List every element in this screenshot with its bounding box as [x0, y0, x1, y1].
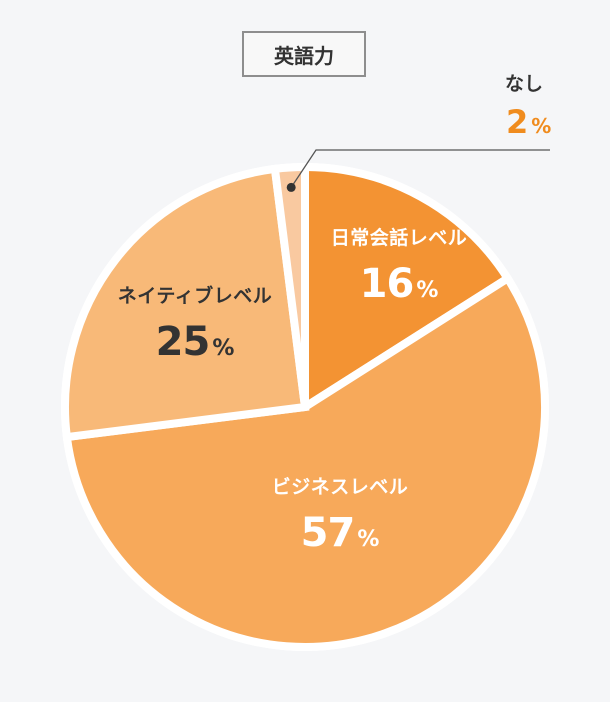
slice-name-native: ネイティブレベル — [117, 285, 273, 307]
slice-label-daily-conversation: 日常会話レベル 16% — [314, 227, 484, 305]
slice-value-number: 25 — [155, 319, 211, 365]
slice-label-none: なし 2% — [485, 73, 555, 139]
slice-value-unit: % — [531, 114, 552, 138]
callout-dot — [286, 182, 296, 192]
slice-label-native: ネイティブレベル 25% — [100, 285, 290, 363]
slice-value-unit: % — [357, 527, 380, 552]
slice-value-none: 2% — [485, 106, 555, 138]
slice-value-number: 2 — [506, 103, 529, 141]
pie-slice-business — [62, 272, 549, 651]
slice-value-native: 25% — [100, 322, 290, 362]
slice-name-business: ビジネスレベル — [271, 476, 409, 498]
slice-value-unit: % — [212, 336, 235, 361]
slice-value-number: 16 — [359, 261, 415, 307]
slice-name-daily-conversation: 日常会話レベル — [330, 227, 468, 249]
callout-leader-line — [290, 149, 550, 188]
slice-value-business: 57% — [250, 513, 430, 553]
pie-slice-daily-conversation — [301, 162, 514, 415]
slice-value-unit: % — [416, 278, 439, 303]
slice-label-business: ビジネスレベル 57% — [250, 476, 430, 554]
slice-value-number: 57 — [300, 510, 356, 556]
pie-slice-native — [61, 164, 310, 442]
chart-title: 英語力 — [242, 31, 366, 77]
slice-value-daily-conversation: 16% — [314, 264, 484, 304]
slice-name-none: なし — [505, 73, 544, 95]
